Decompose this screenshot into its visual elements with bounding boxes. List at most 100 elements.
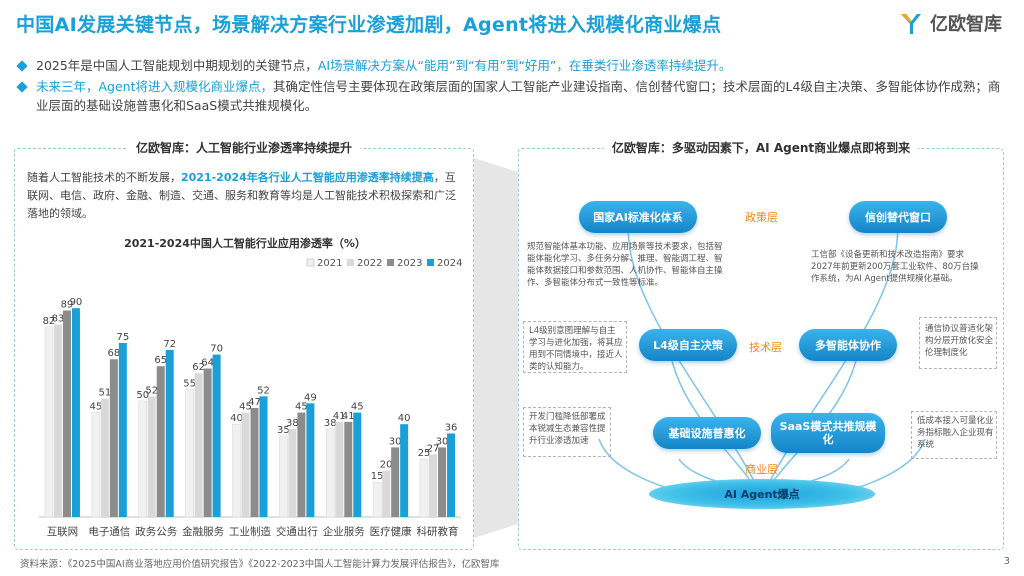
legend-label-2024: 2024 — [437, 258, 462, 269]
data-label-2023-7: 30 — [389, 436, 402, 447]
bar-2021-4 — [232, 423, 241, 518]
data-label-2022-3: 62 — [192, 362, 205, 373]
note-tech-right: 通信协议普适化架构分层开放化安全伦理制度化 — [925, 324, 994, 358]
data-label-2024-4: 52 — [257, 385, 270, 396]
layer-label-policy: 政策层 — [745, 211, 778, 224]
node-xinchuang-window: 信创替代窗口 — [849, 201, 947, 233]
bar-2024-6 — [353, 412, 362, 517]
diamond-bullet-icon — [16, 81, 28, 93]
source-note: 资料来源：《2025中国AI商业落地应用价值研究报告》《2022-2023中国人… — [20, 559, 500, 570]
bar-2022-3 — [194, 373, 203, 517]
layer-label-business: 商业层 — [745, 463, 778, 476]
bar-2023-3 — [203, 368, 212, 517]
node-l4-autonomy: L4级自主决策 — [639, 329, 737, 361]
bar-2023-4 — [250, 407, 259, 517]
data-label-2024-1: 75 — [116, 332, 129, 343]
bar-2023-1 — [109, 359, 118, 517]
category-label-1: 电子通信 — [88, 525, 130, 538]
bar-2021-7 — [372, 481, 382, 518]
brand-logo: 亿欧智库 — [898, 10, 1002, 36]
data-label-2021-8: 25 — [418, 448, 431, 459]
data-label-2021-3: 55 — [183, 378, 196, 389]
bullet-highlight: AI场景解决方案从“能用”到“有用”到“好用”，在垂类行业渗透率持续提升。 — [317, 58, 732, 73]
legend-label-2023: 2023 — [397, 258, 422, 269]
data-label-2022-1: 51 — [98, 388, 111, 399]
bar-2023-5 — [297, 412, 306, 517]
ai-agent-core: AI Agent爆点 — [649, 479, 875, 509]
bar-2022-7 — [382, 470, 391, 517]
node-multi-agent: 多智能体协作 — [799, 329, 897, 361]
bar-2023-8 — [438, 447, 447, 517]
data-label-2024-5: 49 — [304, 392, 317, 403]
bar-2021-5 — [279, 435, 288, 518]
data-label-2023-3: 64 — [201, 358, 214, 369]
logo-icon — [901, 14, 921, 34]
legend-swatch-2024 — [427, 259, 434, 266]
desc-highlight: 2021-2024年各行业人工智能应用渗透率持续提高 — [181, 171, 434, 184]
bar-2022-1 — [100, 398, 109, 517]
note-box — [911, 411, 997, 459]
data-label-2023-4: 47 — [248, 397, 261, 408]
data-label-2021-5: 35 — [277, 425, 290, 436]
penetration-panel: 亿欧智库：人工智能行业渗透率持续提升 随着人工智能技术的不断发展，2021-20… — [14, 139, 474, 550]
note-box — [523, 407, 611, 457]
bar-2022-0 — [53, 324, 62, 517]
bar-2022-2 — [147, 396, 156, 517]
data-label-2023-1: 68 — [107, 348, 120, 359]
bar-2024-8 — [447, 433, 456, 517]
legend-swatch-2023 — [387, 259, 394, 266]
panel-title: 亿欧智库：人工智能行业渗透率持续提升 — [127, 139, 361, 156]
bar-2023-7 — [391, 447, 400, 517]
category-label-4: 工业制造 — [229, 525, 271, 538]
bar-2024-5 — [306, 403, 315, 517]
bullet-highlight: 未来三年，Agent将进入规模化商业爆点， — [36, 79, 274, 94]
page-title: 中国AI发展关键节点，场景解决方案行业渗透加剧，Agent将进入规模化商业爆点 — [16, 14, 722, 36]
node-infra-inclusive: 基础设施普惠化 — [653, 417, 761, 449]
bar-2021-2 — [138, 400, 148, 518]
bar-2021-0 — [44, 326, 54, 518]
bullet-item: 未来三年，Agent将进入规模化商业爆点，其确定性信号主要体现在政策层面的国家人… — [14, 77, 1004, 115]
bar-2023-6 — [344, 421, 353, 517]
panel-connector — [474, 158, 518, 538]
data-label-2022-8: 27 — [427, 443, 440, 454]
bar-2021-8 — [419, 458, 429, 518]
chart-title: 2021-2024中国人工智能行业应用渗透率（%） — [124, 237, 366, 250]
note-box — [919, 317, 997, 369]
node-saas-scale: SaaS模式共推规模化 — [771, 413, 885, 453]
bar-2021-1 — [91, 412, 101, 518]
bar-2024-4 — [259, 396, 268, 517]
note-tech-left: L4级别意图理解与自主学习与进化加强，将其应用到不同情境中，接近人类的认知能力。 — [529, 326, 623, 372]
bar-2022-6 — [335, 421, 344, 517]
data-label-2021-6: 38 — [324, 418, 337, 429]
bar-2024-7 — [400, 424, 409, 517]
bar-2024-3 — [212, 354, 221, 517]
data-label-2022-5: 38 — [286, 418, 299, 429]
category-label-3: 金融服务 — [182, 525, 224, 538]
desc-text: ，互联网、电信、政府、金融、制造、交通、服务和教育等均是人工智能技术积极探索和广… — [27, 171, 456, 220]
legend-swatch-2022 — [347, 259, 354, 266]
data-label-2024-8: 36 — [445, 422, 458, 433]
note-biz-left: 开发门槛降低部署成本锐减生态兼容性提升行业渗透加速 — [529, 412, 606, 446]
note-policy-left: 规范智能体基本功能、应用场景等技术要求，包括智能体能化学习、多任务分解、推理、智… — [527, 242, 723, 288]
data-label-2024-6: 45 — [351, 402, 364, 413]
data-label-2023-8: 30 — [436, 436, 449, 447]
summary-bullets: 2025年是中国人工智能规划中期规划的关键节点，AI场景解决方案从“能用”到“有… — [14, 56, 1004, 117]
data-label-2022-7: 20 — [380, 460, 393, 471]
category-label-0: 互联网 — [47, 526, 79, 538]
data-label-2021-4: 40 — [230, 413, 243, 424]
category-label-2: 政务公务 — [135, 525, 177, 538]
data-label-2022-4: 45 — [239, 402, 252, 413]
data-label-2022-6: 41 — [333, 411, 346, 422]
bar-2022-8 — [429, 454, 438, 517]
data-label-2021-7: 15 — [371, 471, 384, 482]
legend-label-2022: 2022 — [357, 258, 382, 269]
bar-2021-6 — [325, 428, 335, 518]
category-label-5: 交通出行 — [276, 525, 318, 538]
panel-description: 随着人工智能技术的不断发展，2021-2024年各行业人工智能应用渗透率持续提高… — [27, 169, 463, 223]
data-label-2024-2: 72 — [163, 339, 176, 350]
data-label-2023-2: 65 — [154, 355, 167, 366]
data-label-2024-7: 40 — [398, 413, 411, 424]
layer-label-tech: 技术层 — [749, 341, 782, 354]
bullet-item: 2025年是中国人工智能规划中期规划的关键节点，AI场景解决方案从“能用”到“有… — [14, 56, 1004, 75]
